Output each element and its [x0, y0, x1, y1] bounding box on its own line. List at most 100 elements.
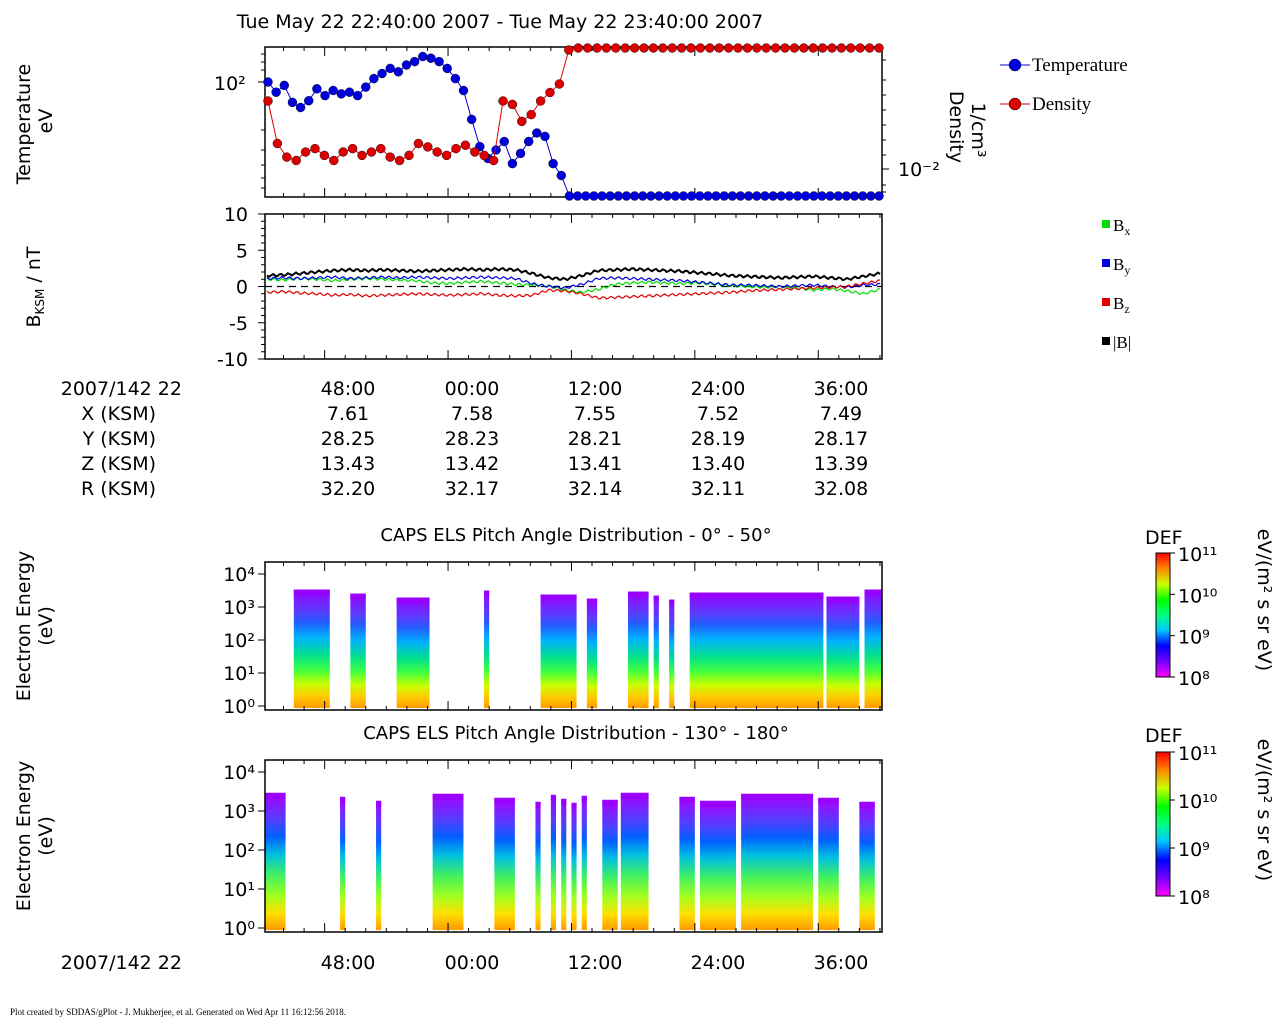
spectrogram-data-block: [586, 598, 598, 708]
panel1-temperature-point: [776, 191, 786, 201]
ephemeris-time-label: 00:00: [445, 378, 500, 400]
panel1-legend: Temperature Density: [1000, 55, 1128, 115]
spectrogram-data-block: [859, 801, 875, 930]
panel2-bz-line: [266, 279, 881, 300]
ephemeris-value: 13.39: [814, 453, 868, 475]
spectrogram-title: CAPS ELS Pitch Angle Distribution - 130°…: [363, 723, 789, 744]
spectrogram-edge: [535, 801, 541, 808]
panel1-temperature-point: [418, 51, 428, 62]
panel1-temperature-point: [719, 191, 729, 201]
panel1-density-point: [611, 43, 621, 53]
legend-bz-label: Bz: [1113, 294, 1130, 316]
panel1-temperature-point: [426, 53, 436, 63]
panel1-y2tick-label: 10⁻²: [898, 159, 940, 181]
spectrogram-edge: [396, 597, 430, 604]
panel1-ytick-label: 10²: [214, 73, 246, 95]
panel1-temperature-point: [629, 191, 640, 201]
colorbar-tick-label: 10⁸: [1178, 668, 1210, 690]
panel1-density-point: [592, 43, 602, 53]
panel1-density-point: [874, 43, 884, 53]
ephemeris-value: 32.17: [445, 478, 499, 500]
panel1-series: [263, 43, 884, 201]
spectrogram-data-block: [826, 596, 860, 708]
ephemeris-time-label: 36:00: [814, 378, 869, 400]
legend-absbabs-swatch: [1102, 337, 1110, 345]
panel-magnetic-field: 10 5 0 -5 -10 BKSM / nT Bx By Bz |B|: [23, 204, 1131, 371]
panel1-temperature-point: [589, 191, 599, 201]
legend-by-label: By: [1113, 255, 1130, 277]
panel1-temperature-point: [866, 191, 876, 201]
panel1-temperature-point: [263, 77, 273, 87]
panel1-temperature-point: [393, 67, 404, 77]
panel1-temperature-point: [752, 191, 762, 201]
panel2-ytick-label: 0: [236, 277, 248, 299]
panel1-temperature-point: [572, 191, 583, 201]
panel1-temperature-point: [515, 148, 526, 159]
panel1-density-point: [836, 43, 847, 53]
spectrogram-data-block: [540, 594, 577, 708]
panel1-density-point: [564, 45, 574, 55]
spectrogram-edge: [561, 798, 567, 805]
spectrogram-edge: [432, 793, 464, 800]
spectrogram-ytick-label: 10⁰: [223, 918, 255, 940]
ephemeris-value: 7.58: [451, 403, 493, 425]
panel1-density-point: [338, 147, 348, 157]
panel1-temperature-point: [581, 191, 591, 201]
panel1-temperature-point: [540, 131, 550, 142]
spectrogram-edge: [340, 796, 346, 803]
panel1-temperature-point: [458, 85, 469, 96]
panel1-density-point: [319, 150, 330, 161]
panel1-density-point: [742, 43, 753, 53]
panel1-density-point: [733, 43, 743, 53]
legend-temperature-marker: [1008, 58, 1022, 72]
panel1-density-point: [488, 155, 499, 166]
panel1-ylabel-line1: Temperature: [13, 64, 35, 185]
ephemeris-value: 13.43: [321, 453, 375, 475]
panel1-density-point: [263, 96, 273, 106]
spectrogram-data-block: [741, 793, 814, 930]
spectrogram-edge: [679, 796, 695, 803]
spectrogram-data-block: [535, 801, 541, 930]
legend-density-marker: [1008, 97, 1022, 111]
panel1-density-point: [639, 43, 649, 53]
panel1-temperature-point: [548, 158, 558, 169]
spectrogram-edge: [826, 596, 860, 603]
panel1-temperature-point: [849, 191, 860, 201]
panel2-ytick-label: 10: [224, 204, 248, 226]
panel1-frame: [264, 46, 883, 198]
spectrogram-data-block: [818, 797, 839, 930]
colorbar-units: eV/(m² s sr eV): [1253, 529, 1275, 671]
panel1-temperature-point: [523, 136, 534, 147]
panel1-density-point: [291, 155, 301, 166]
spectrogram-data-block: [293, 589, 330, 708]
spectrogram-edge: [669, 599, 675, 606]
panel1-temperature-point: [295, 102, 306, 113]
panel1-density-point: [573, 43, 583, 53]
panel1-density-point: [695, 43, 706, 53]
spectrogram-panel-2: CAPS ELS Pitch Angle Distribution - 130°…: [13, 723, 1275, 940]
spectrogram-ytick-label: 10³: [223, 801, 255, 823]
panel1-temperature-point: [361, 82, 371, 92]
panel-temperature-density: 10² 10⁻² Temperature eV Density 1/cm³ Te…: [13, 43, 1128, 201]
spectrogram-edge: [494, 797, 515, 804]
panel1-density-point: [629, 43, 640, 53]
panel2-series: [266, 266, 881, 300]
legend-by-swatch: [1102, 259, 1110, 267]
panel1-density-point: [517, 116, 527, 127]
panel1-temperature-point: [841, 191, 852, 201]
panel1-temperature-point: [556, 170, 566, 181]
spectrogram-edge: [741, 793, 814, 800]
panel1-temperature-point: [858, 191, 868, 201]
panel1-temperature-point: [613, 191, 624, 201]
panel1-density-point: [752, 43, 762, 53]
panel1-density-point: [272, 138, 283, 149]
spectrogram-edge: [265, 792, 286, 799]
panel1-temperature-point: [646, 191, 656, 201]
spectrogram-edge: [699, 800, 736, 807]
spectrogram-ytick-label: 10²: [223, 630, 255, 652]
panel1-density-point: [864, 43, 875, 53]
panel1-temperature-point: [377, 68, 387, 79]
spectrogram-edge: [581, 795, 587, 802]
panel1-density-point: [479, 150, 489, 161]
panel1-temperature-point: [320, 90, 330, 101]
